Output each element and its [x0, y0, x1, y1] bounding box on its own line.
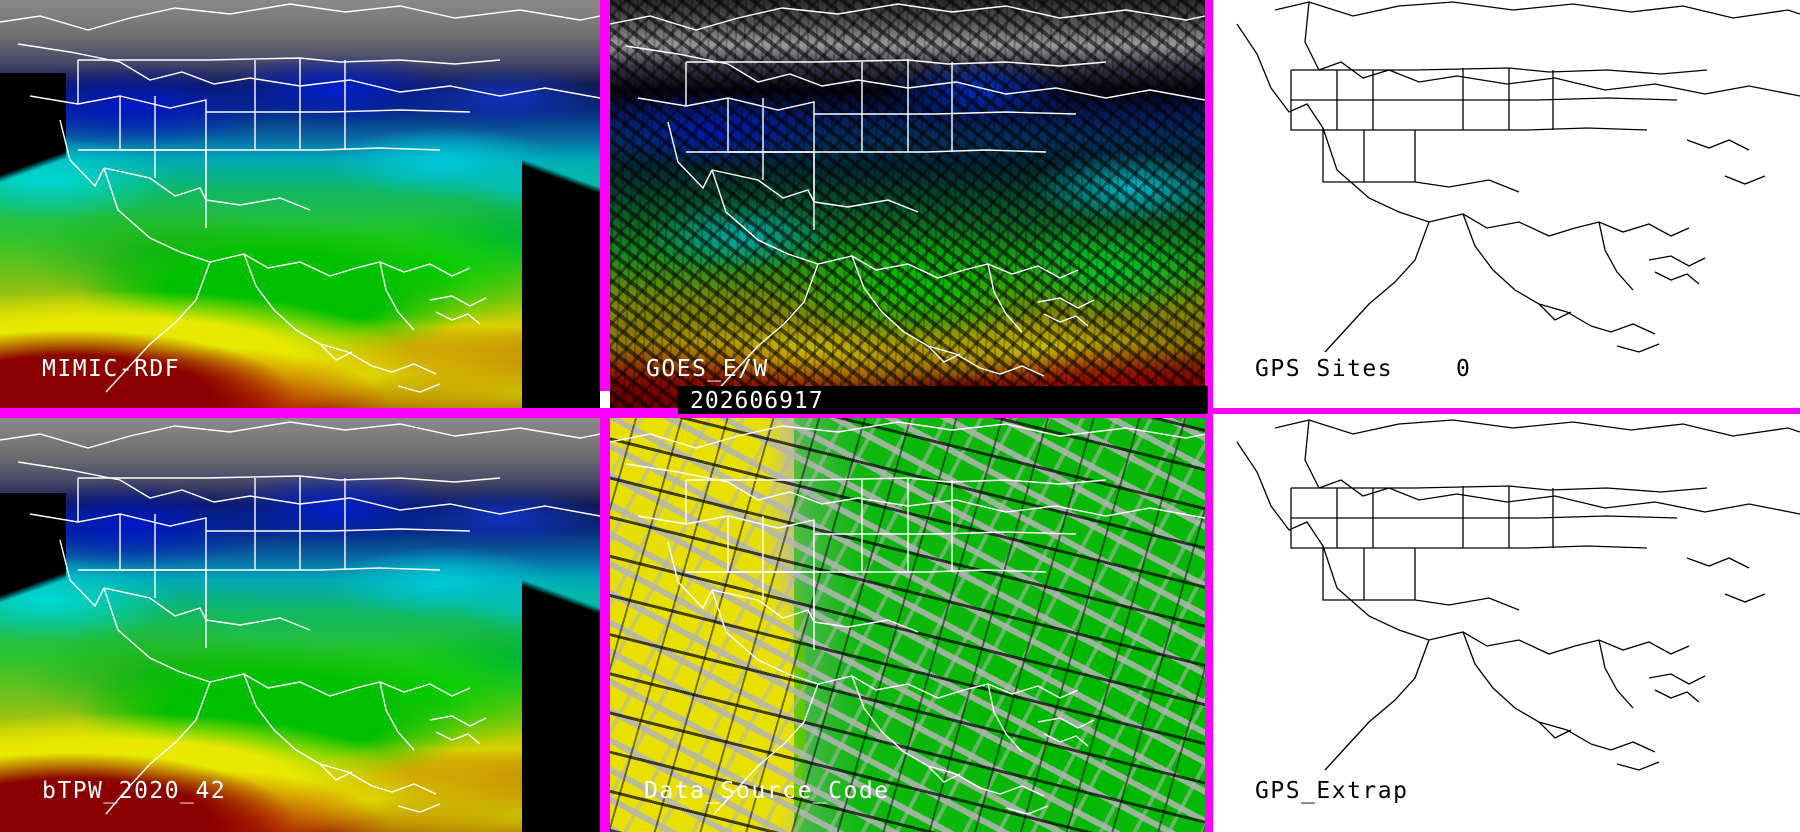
timestamp-text: 202606917: [690, 388, 824, 414]
divider-vertical-left-lower: [600, 418, 610, 832]
panel-goes-ew[interactable]: GOES_E/W: [610, 0, 1205, 408]
nodata-wedge-right: [522, 509, 600, 832]
panel-btpw[interactable]: bTPW_2020_42: [0, 418, 600, 832]
map-outline-overlay: [1236, 419, 1800, 771]
divider-horizontal-left: [0, 408, 1213, 418]
panel-mimic-rdf[interactable]: MIMIC-RDF: [0, 0, 600, 408]
gps-sites-count: 0: [1456, 356, 1472, 382]
nodata-wedge-right: [522, 89, 600, 408]
panel-label-gps-extrap: GPS_Extrap: [1255, 778, 1409, 804]
divider-vertical-right: [1205, 0, 1213, 408]
map-outline-overlay: [0, 421, 600, 815]
timestamp-bar: [678, 386, 1208, 414]
divider-horizontal-right: [1213, 408, 1800, 414]
map-outline-overlay: [610, 421, 1205, 815]
map-outline-overlay: [0, 3, 600, 393]
panel-label-btpw: bTPW_2020_42: [42, 778, 227, 804]
nodata-wedge-left: [0, 73, 66, 245]
map-outline-overlay: [610, 3, 1205, 395]
panel-gps-extrap[interactable]: GPS_Extrap: [1213, 418, 1800, 832]
divider-vertical-left: [600, 0, 610, 391]
panel-gps-sites[interactable]: GPS Sites 0: [1213, 0, 1800, 408]
panel-label-data-source-code: Data_Source_Code: [644, 778, 890, 804]
panel-label-goes-ew: GOES_E/W: [646, 356, 769, 382]
panel-label-gps-sites: GPS Sites: [1255, 356, 1394, 382]
nodata-wedge-left: [0, 492, 66, 667]
divider-vertical-right-lower: [1205, 418, 1213, 832]
panel-data-source-code[interactable]: Data_Source_Code: [610, 418, 1205, 832]
map-outline-overlay: [1236, 1, 1800, 353]
panel-label-mimic-rdf: MIMIC-RDF: [42, 356, 181, 382]
